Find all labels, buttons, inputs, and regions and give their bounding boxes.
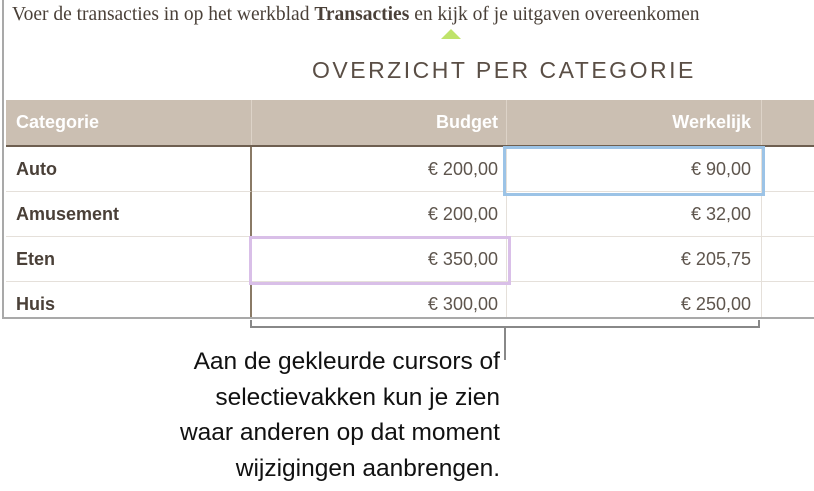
spreadsheet-view: Voer de transacties in op het werkblad T… — [2, 0, 814, 319]
cell-categorie[interactable]: Auto — [6, 147, 252, 192]
cell-werkelijk[interactable]: € 205,75 — [507, 237, 762, 282]
cell-budget[interactable]: € 200,00 — [252, 192, 507, 237]
cell-budget[interactable]: € 300,00 — [252, 282, 507, 317]
collaborator-cursor-icon — [441, 29, 461, 39]
table-row: Huis € 300,00 € 250,00 — [6, 282, 814, 317]
intro-text: Voer de transacties in op het werkblad T… — [12, 4, 700, 26]
cell-empty[interactable] — [762, 192, 814, 237]
header-empty[interactable] — [762, 100, 814, 145]
cell-empty[interactable] — [762, 237, 814, 282]
intro-text-part: Voer de transacties in op het werkblad — [12, 4, 315, 25]
cell-werkelijk[interactable]: € 32,00 — [507, 192, 762, 237]
cell-categorie[interactable]: Eten — [6, 237, 252, 282]
collaborator-selection-blue — [503, 146, 765, 196]
table-title: OVERZICHT PER CATEGORIE — [312, 57, 696, 83]
caption-line: waar anderen op dat moment — [179, 419, 500, 446]
callout-line — [504, 328, 506, 360]
cell-werkelijk[interactable]: € 90,00 — [507, 147, 762, 192]
cell-budget[interactable]: € 200,00 — [252, 147, 507, 192]
cell-budget[interactable]: € 350,00 — [252, 237, 507, 282]
header-werkelijk[interactable]: Werkelijk — [507, 100, 762, 145]
header-categorie[interactable]: Categorie — [6, 100, 252, 145]
callout-bracket — [250, 320, 760, 328]
collaborator-selection-purple — [249, 236, 511, 285]
intro-text-part: en kijk of je uitgaven overeenkomen — [409, 4, 700, 25]
table-row: Amusement € 200,00 € 32,00 — [6, 192, 814, 237]
cell-empty[interactable] — [762, 147, 814, 192]
cell-categorie[interactable]: Huis — [6, 282, 252, 317]
caption-line: Aan de gekleurde cursors of — [193, 348, 500, 375]
caption-line: wijzigingen aanbrengen. — [235, 454, 500, 482]
header-divider — [6, 145, 814, 147]
cell-werkelijk[interactable]: € 250,00 — [507, 282, 762, 317]
table-row: Eten € 350,00 € 205,75 — [6, 237, 814, 282]
cell-empty[interactable] — [762, 282, 814, 317]
callout-caption: Aan de gekleurde cursors of selectievakk… — [180, 344, 500, 486]
header-row: Categorie Budget Werkelijk — [6, 100, 814, 145]
header-budget[interactable]: Budget — [252, 100, 507, 145]
intro-sheet-name: Transacties — [314, 4, 410, 25]
table-row: Auto € 200,00 € 90,00 — [6, 147, 814, 192]
caption-line: selectievakken kun je zien — [215, 383, 500, 411]
cell-categorie[interactable]: Amusement — [6, 192, 252, 237]
